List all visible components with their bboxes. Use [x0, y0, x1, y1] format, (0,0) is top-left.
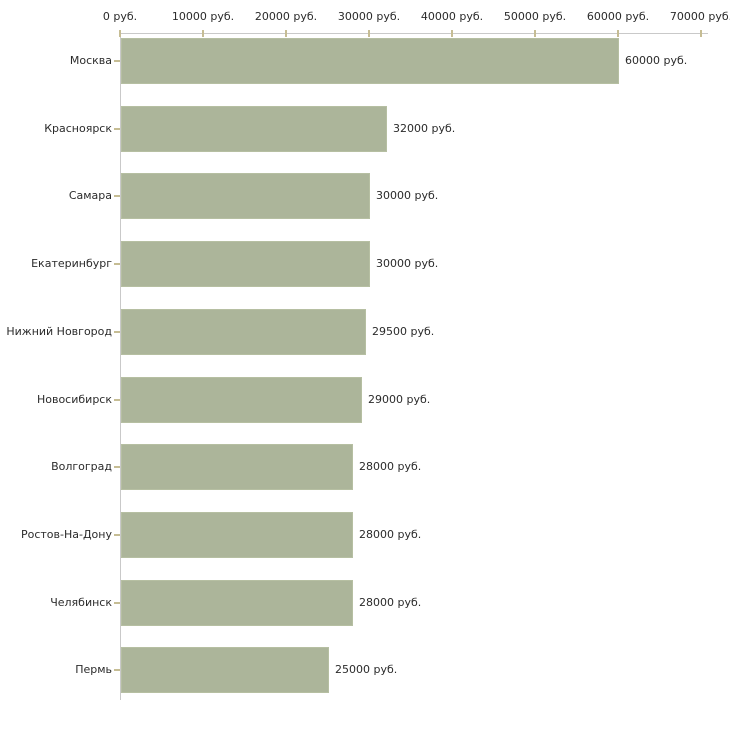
bar-value-label: 30000 руб.: [376, 257, 439, 270]
category-tick-mark: [114, 128, 120, 130]
category-label: Красноярск: [44, 122, 112, 135]
bar-value-label: 60000 руб.: [625, 54, 688, 67]
bar: [121, 309, 366, 355]
category-label: Нижний Новгород: [6, 325, 112, 338]
x-axis-tick-label: 40000 руб.: [420, 10, 484, 23]
bar-value-label: 32000 руб.: [393, 122, 456, 135]
category-tick-mark: [114, 399, 120, 401]
y-axis-line: [120, 33, 121, 700]
category-tick-mark: [114, 534, 120, 536]
category-tick-mark: [114, 195, 120, 197]
category-label: Москва: [69, 54, 112, 67]
bar-value-label: 25000 руб.: [335, 663, 398, 676]
x-axis-tick-mark: [368, 30, 370, 37]
category-tick-mark: [114, 669, 120, 671]
bar: [121, 106, 387, 152]
x-axis-tick-mark: [451, 30, 453, 37]
category-label: Челябинск: [50, 596, 112, 609]
category-label: Ростов-На-Дону: [20, 528, 112, 541]
bar-value-label: 29500 руб.: [372, 325, 435, 338]
bar: [121, 580, 353, 626]
x-axis-tick-label: 70000 руб.: [669, 10, 730, 23]
category-label: Пермь: [75, 663, 112, 676]
x-axis-tick-label: 0 руб.: [102, 10, 138, 23]
bar: [121, 647, 329, 693]
x-axis-line: [120, 33, 708, 34]
category-tick-mark: [114, 331, 120, 333]
category-label: Волгоград: [51, 460, 112, 473]
x-axis-tick-label: 50000 руб.: [503, 10, 567, 23]
bar-value-label: 29000 руб.: [368, 393, 431, 406]
category-tick-mark: [114, 263, 120, 265]
x-axis-tick-label: 30000 руб.: [337, 10, 401, 23]
x-axis-tick-mark: [285, 30, 287, 37]
bar: [121, 444, 353, 490]
bar: [121, 241, 370, 287]
x-axis-tick-label: 20000 руб.: [254, 10, 318, 23]
x-axis-tick-mark: [202, 30, 204, 37]
category-label: Самара: [68, 189, 112, 202]
x-axis-tick-mark: [119, 30, 121, 37]
x-axis-tick-mark: [617, 30, 619, 37]
bar: [121, 377, 362, 423]
category-tick-mark: [114, 466, 120, 468]
category-label: Новосибирск: [36, 393, 112, 406]
bar: [121, 173, 370, 219]
bar-value-label: 28000 руб.: [359, 460, 422, 473]
bar-value-label: 28000 руб.: [359, 596, 422, 609]
bar-value-label: 28000 руб.: [359, 528, 422, 541]
x-axis-tick-mark: [534, 30, 536, 37]
category-tick-mark: [114, 602, 120, 604]
category-label: Екатеринбург: [31, 257, 112, 270]
x-axis-tick-label: 10000 руб.: [171, 10, 235, 23]
category-tick-mark: [114, 60, 120, 62]
bar: [121, 38, 619, 84]
x-axis-tick-mark: [700, 30, 702, 37]
bar-value-label: 30000 руб.: [376, 189, 439, 202]
x-axis-tick-label: 60000 руб.: [586, 10, 650, 23]
bar: [121, 512, 353, 558]
